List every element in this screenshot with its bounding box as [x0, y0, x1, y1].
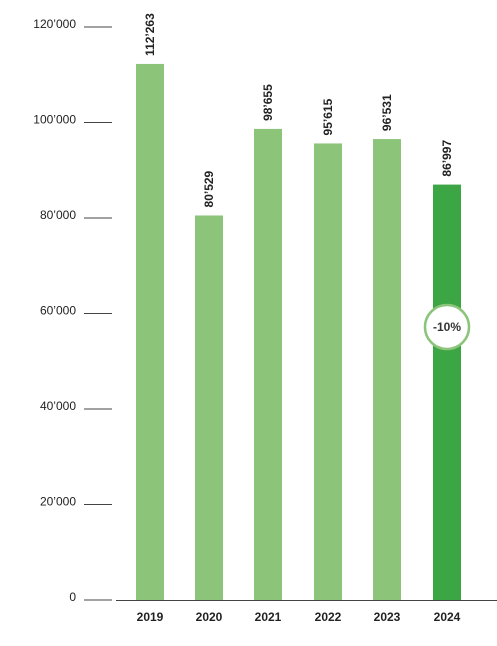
y-tick-label: 0 — [69, 590, 76, 604]
x-tick-label: 2019 — [137, 610, 164, 624]
value-label-2019: 112’263 — [143, 13, 157, 56]
bars-group: 112’263 80’529 98’655 95’615 96’531 86’997 — [136, 13, 461, 601]
badge-label: -10% — [433, 320, 461, 334]
x-tick-label: 2022 — [315, 610, 342, 624]
y-tick-label: 40’000 — [40, 399, 76, 413]
value-label-2022: 95’615 — [321, 98, 335, 135]
value-label-2024: 86’997 — [440, 140, 454, 177]
y-axis: 0 20’000 40’000 60’000 80’000 100’000 120’000 — [33, 17, 112, 604]
x-tick-label: 2023 — [374, 610, 401, 624]
badge-circle — [423, 303, 471, 351]
y-tick-label: 100’000 — [33, 113, 76, 127]
y-tick-label: 20’000 — [40, 495, 76, 509]
bar-2022 — [314, 143, 342, 601]
value-label-2023: 96’531 — [380, 94, 394, 131]
y-tick-label: 80’000 — [40, 208, 76, 222]
y-tick-label: 120’000 — [33, 17, 76, 31]
bar-2023 — [373, 139, 401, 601]
x-axis: 2019 2020 2021 2022 2023 2024 — [137, 610, 461, 624]
x-tick-label: 2020 — [196, 610, 223, 624]
bar-2024 — [433, 184, 461, 600]
x-tick-label: 2024 — [434, 610, 461, 624]
bar-2020 — [195, 215, 223, 600]
change-badge: -10% — [423, 303, 471, 351]
bar-2019 — [136, 63, 164, 601]
bar-2021 — [254, 128, 282, 601]
x-tick-label: 2021 — [255, 610, 282, 624]
y-tick-label: 60’000 — [40, 304, 76, 318]
value-label-2021: 98’655 — [261, 84, 275, 121]
value-label-2020: 80’529 — [202, 170, 216, 207]
